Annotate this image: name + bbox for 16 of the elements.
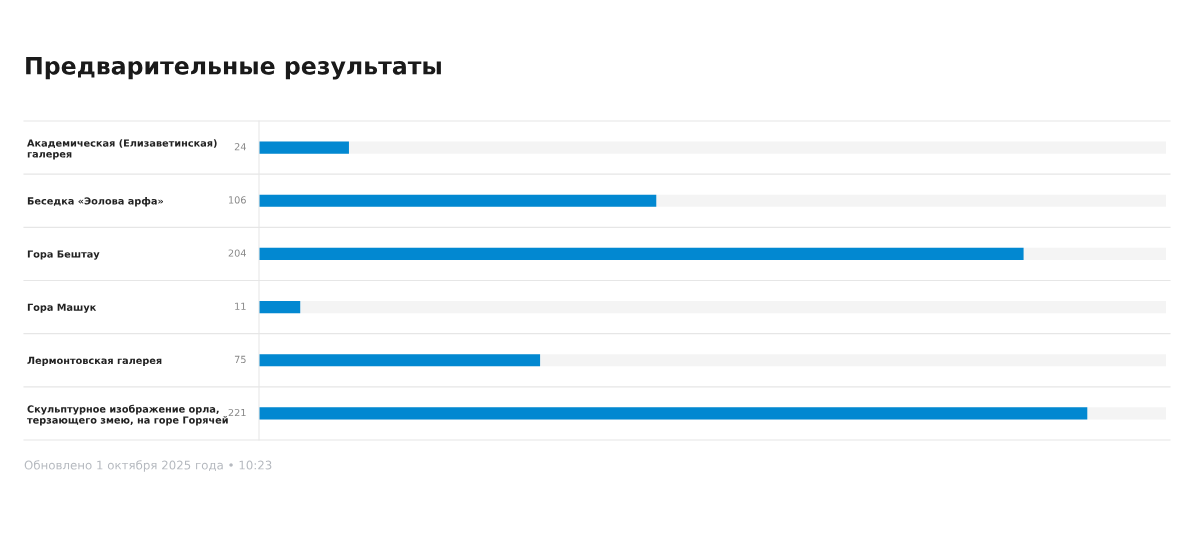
y-tick-label: Лермонтовская галерея xyxy=(27,356,162,366)
bar xyxy=(259,141,349,154)
bar xyxy=(259,300,301,314)
y-tick-label: Беседка «Эолова арфа» xyxy=(27,197,164,207)
y-tick-label: Гора Бештау xyxy=(27,250,100,260)
chart-title: Предварительные результаты xyxy=(26,57,441,80)
data-label: 204 xyxy=(228,249,246,257)
y-tick-label: Скульптурное изображение орла, терзающего змею, на горе Горячей xyxy=(27,404,228,426)
data-label: 24 xyxy=(234,143,246,151)
data-label: 221 xyxy=(228,408,246,417)
data-label: 11 xyxy=(235,302,246,310)
y-tick-label: Гора Машук xyxy=(27,303,97,313)
text: Обновлено 1 октября 2025 года • 10:23 xyxy=(24,460,272,472)
y-tick-label: Академическая (Елизаветинская) галерея xyxy=(27,139,217,160)
data-label: 106 xyxy=(229,196,246,204)
data-label: 75 xyxy=(234,355,246,364)
